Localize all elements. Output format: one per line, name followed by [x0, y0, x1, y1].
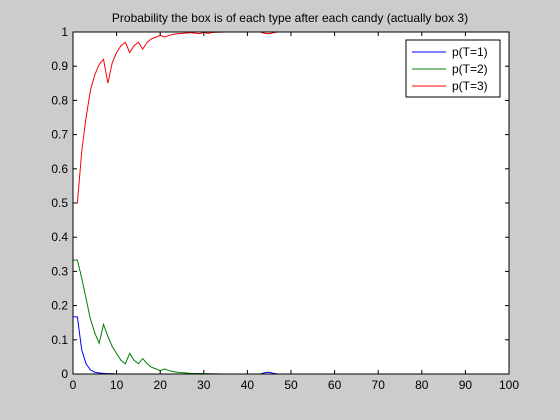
legend: p(T=1) p(T=2) p(T=3) [405, 39, 501, 98]
legend-label-2: p(T=2) [452, 62, 488, 76]
x-tick-label: 100 [499, 378, 519, 392]
x-tick-label: 50 [284, 378, 298, 392]
chart-title: Probability the box is of each type afte… [112, 11, 468, 25]
x-tick-label: 0 [70, 378, 77, 392]
y-tick-label: 0.6 [51, 162, 68, 176]
y-tick-label: 0.1 [51, 333, 68, 347]
series-line-2 [73, 259, 509, 375]
y-tick-label: 0.9 [51, 59, 68, 73]
x-tick-label: 60 [328, 378, 342, 392]
ticks-layer: 0 10 20 30 40 50 60 70 80 90 100 0 0.1 0.2 0.3 0.4 0.5 0.… [51, 25, 519, 392]
x-tick-label: 70 [372, 378, 386, 392]
y-tick-label: 0.7 [51, 128, 68, 142]
y-tick-label: 1 [61, 25, 68, 39]
x-tick-label: 20 [154, 378, 168, 392]
y-tick-label: 0.2 [51, 299, 68, 313]
x-tick-label: 80 [415, 378, 429, 392]
y-tick-label: 0.8 [51, 93, 68, 107]
legend-label-3: p(T=3) [452, 79, 488, 93]
x-tick-label: 10 [110, 378, 124, 392]
x-tick-label: 90 [459, 378, 473, 392]
legend-label-1: p(T=1) [452, 45, 488, 59]
y-tick-label: 0.3 [51, 264, 68, 278]
y-tick-label: 0.5 [51, 196, 68, 210]
x-tick-label: 40 [241, 378, 255, 392]
y-tick-label: 0 [61, 367, 68, 381]
x-tick-label: 30 [197, 378, 211, 392]
y-tick-label: 0.4 [51, 230, 68, 244]
